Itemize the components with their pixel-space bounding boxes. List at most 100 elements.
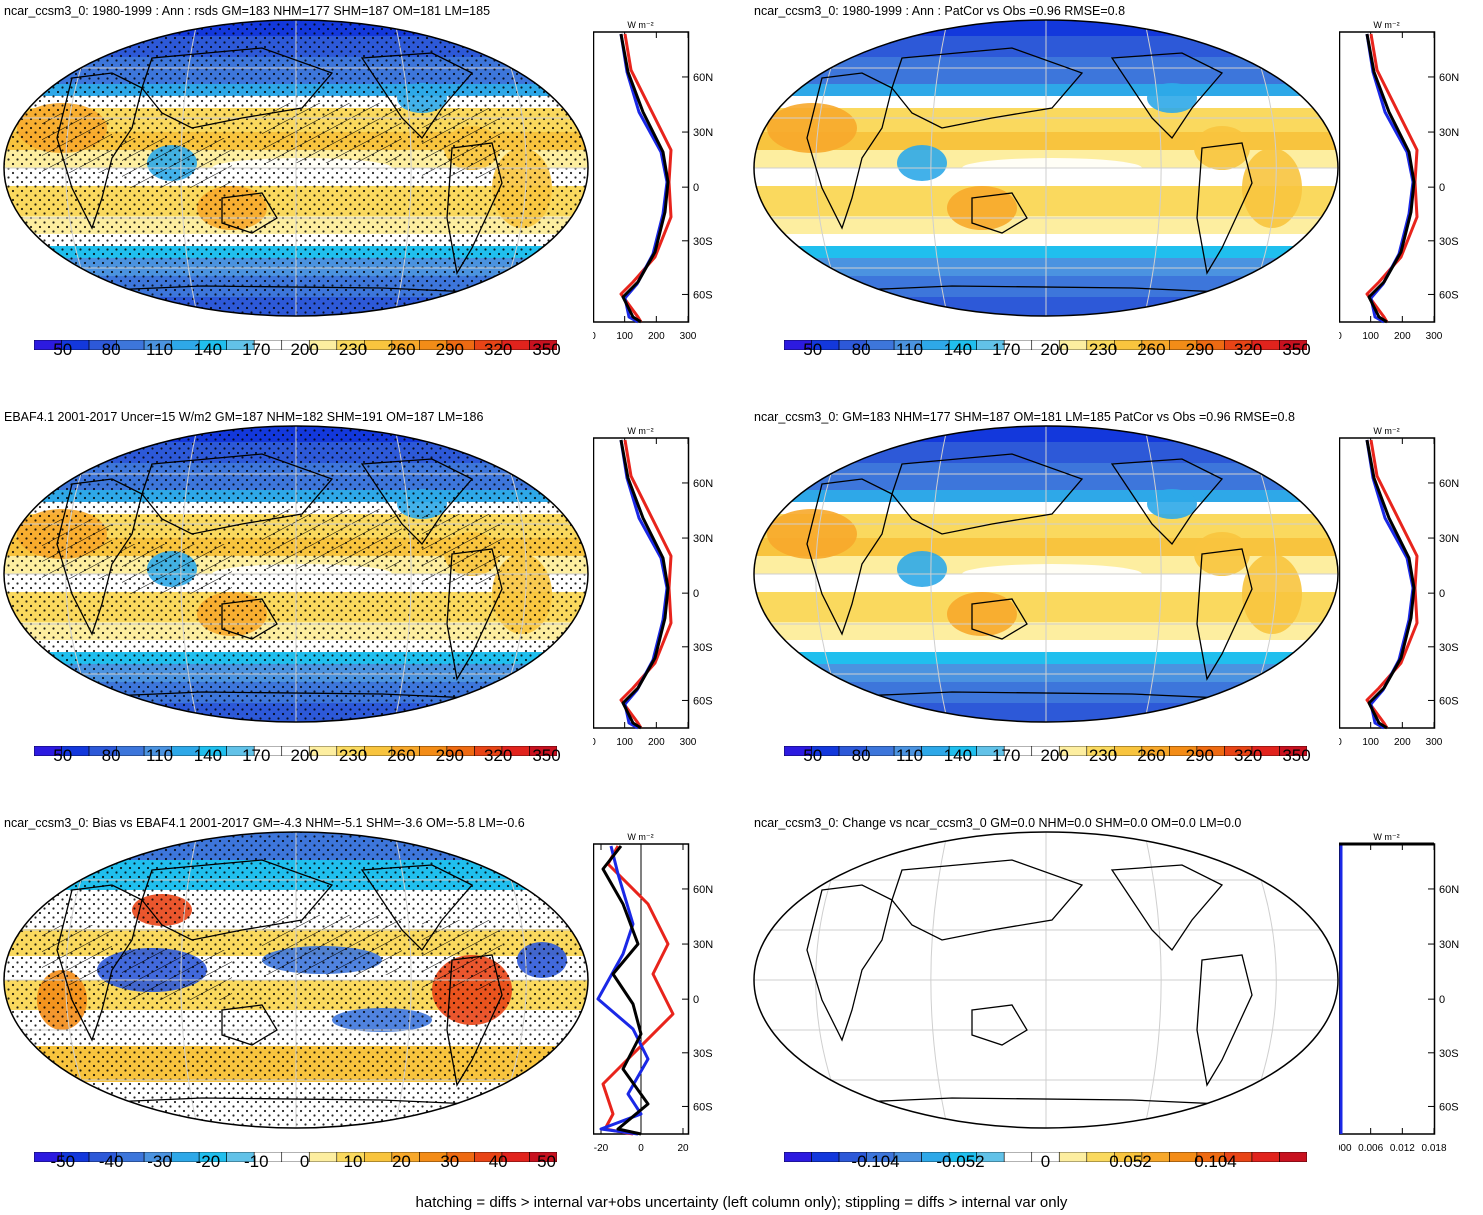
colorbar-tick-label: 350 bbox=[532, 340, 561, 359]
zonal-mean-plot-2: W m⁻² 60N 30N 0 30S 60S 0 100 200 300 bbox=[593, 426, 713, 748]
coastline bbox=[1196, 954, 1253, 1087]
zonal-x-tick-label: 300 bbox=[680, 331, 697, 342]
latitude-tick-label: 60N bbox=[1439, 478, 1459, 490]
colorbar-3 bbox=[784, 746, 1307, 756]
colorbar-tick-label: -50 bbox=[50, 1152, 76, 1171]
colorbar-tick-label: 260 bbox=[387, 340, 416, 359]
colorbar-tick-label: 200 bbox=[290, 746, 319, 765]
coastline bbox=[221, 1004, 278, 1046]
colorbar-tick-label: 260 bbox=[1137, 746, 1166, 765]
colorbar-tick-label: 200 bbox=[290, 340, 319, 359]
latitude-tick-label: 60N bbox=[1439, 884, 1459, 896]
zonal-x-tick-label: 0.012 bbox=[1390, 1143, 1415, 1154]
zonal-mean-plot-3: W m⁻² 60N 30N 0 30S 60S 0 100 200 300 bbox=[1339, 426, 1459, 748]
colorbar-tick-label: 140 bbox=[193, 340, 223, 359]
colorbar-tick-label: 200 bbox=[1040, 340, 1069, 359]
zonal-x-tick-label: 0 bbox=[593, 737, 596, 748]
zonal-x-tick-label: 0 bbox=[1339, 331, 1342, 342]
latitude-tick-label: 30N bbox=[693, 533, 713, 545]
coastline bbox=[891, 859, 1084, 941]
coastline bbox=[971, 598, 1028, 640]
colorbar-tick-label: 80 bbox=[851, 340, 871, 359]
coastline bbox=[56, 72, 143, 230]
colorbar-tick-label: -0.104 bbox=[851, 1152, 900, 1171]
coastline bbox=[971, 1004, 1028, 1046]
robinson-map-2 bbox=[3, 425, 589, 723]
colorbar-tick-label: 230 bbox=[1088, 746, 1118, 765]
coastline bbox=[141, 453, 334, 535]
latitude-tick-label: 30S bbox=[693, 642, 713, 654]
colorbar-tick-label: 170 bbox=[242, 746, 271, 765]
coastline bbox=[891, 453, 1084, 535]
colorbar-tick-label: 50 bbox=[53, 340, 73, 359]
coastline bbox=[1110, 864, 1224, 952]
colorbar-tick-label: 110 bbox=[145, 340, 174, 359]
latitude-tick-label: 30S bbox=[1439, 642, 1459, 654]
zonal-x-tick-label: 100 bbox=[616, 737, 633, 748]
zonal-x-tick-label: 0 bbox=[593, 331, 596, 342]
latitude-tick-label: 60S bbox=[693, 289, 713, 301]
panel-title-5: ncar_ccsm3_0: Change vs ncar_ccsm3_0 GM=… bbox=[754, 816, 1242, 830]
colorbar-tick-label: 320 bbox=[1233, 340, 1263, 359]
coastline bbox=[141, 47, 334, 129]
zonal-mean-line bbox=[1365, 439, 1416, 730]
colorbar-tick-label: 0.104 bbox=[1194, 1152, 1237, 1171]
colorbar-tick-label: 20 bbox=[391, 1152, 411, 1171]
colorbar-tick-label: -40 bbox=[98, 1152, 124, 1171]
panel-title-0: ncar_ccsm3_0: 1980-1999 : Ann : rsds GM=… bbox=[4, 4, 491, 18]
zonal-mean-plot-4: W m⁻² 60N 30N 0 30S 60S -20 0 20 bbox=[593, 832, 713, 1154]
coastline bbox=[446, 954, 503, 1087]
latitude-tick-label: 30S bbox=[693, 1048, 713, 1060]
colorbar-tick-label: 50 bbox=[53, 746, 73, 765]
colorbar-tick-label: 170 bbox=[992, 340, 1021, 359]
latitude-tick-label: 30N bbox=[1439, 533, 1459, 545]
latitude-tick-label: 30S bbox=[1439, 1048, 1459, 1060]
coastline bbox=[56, 478, 143, 636]
colorbar-tick-label: 140 bbox=[943, 340, 973, 359]
latitude-tick-label: 60N bbox=[693, 884, 713, 896]
colorbar-tick-label: 10 bbox=[343, 1152, 363, 1171]
zonal-mean-line bbox=[619, 439, 670, 730]
colorbar-tick-label: 50 bbox=[537, 1152, 556, 1171]
coastline bbox=[446, 142, 503, 275]
coastline bbox=[971, 192, 1028, 234]
colorbar-tick-label: 140 bbox=[193, 746, 223, 765]
colorbar-tick-label: 230 bbox=[338, 340, 368, 359]
colorbar-tick-label: 170 bbox=[242, 340, 271, 359]
latitude-tick-label: 60S bbox=[1439, 695, 1459, 707]
zonal-x-tick-label: -20 bbox=[594, 1143, 609, 1154]
coastline bbox=[1196, 142, 1253, 275]
zonal-unit-label: W m⁻² bbox=[1373, 832, 1399, 842]
panel-title-4: ncar_ccsm3_0: Bias vs EBAF4.1 2001-2017 … bbox=[4, 816, 525, 830]
colorbar-tick-label: -20 bbox=[195, 1152, 221, 1171]
colorbar-tick-label: 80 bbox=[851, 746, 871, 765]
latitude-tick-label: 0 bbox=[693, 994, 699, 1006]
robinson-map-0 bbox=[3, 19, 589, 317]
coastline bbox=[806, 478, 893, 636]
robinson-map-1 bbox=[753, 19, 1339, 317]
coastline bbox=[806, 72, 893, 230]
colorbar-tick-label: -0.052 bbox=[936, 1152, 985, 1171]
colorbar-tick-label: 110 bbox=[145, 746, 174, 765]
colorbar-1 bbox=[784, 340, 1307, 350]
colorbar-tick-label: 110 bbox=[895, 746, 924, 765]
colorbar-2 bbox=[34, 746, 557, 756]
panel-title-1: ncar_ccsm3_0: 1980-1999 : Ann : PatCor v… bbox=[754, 4, 1126, 18]
colorbar-tick-label: 350 bbox=[1282, 746, 1311, 765]
latitude-tick-label: 60N bbox=[693, 478, 713, 490]
latitude-tick-label: 60N bbox=[693, 72, 713, 84]
latitude-tick-label: 30N bbox=[1439, 127, 1459, 139]
coastline bbox=[1110, 458, 1224, 546]
robinson-map-3 bbox=[753, 425, 1339, 723]
footer-note: hatching = diffs > internal var+obs unce… bbox=[415, 1194, 1068, 1211]
latitude-tick-label: 0 bbox=[693, 182, 699, 194]
latitude-tick-label: 30S bbox=[693, 236, 713, 248]
latitude-tick-label: 60S bbox=[693, 1101, 713, 1113]
panel-title-2: EBAF4.1 2001-2017 Uncer=15 W/m2 GM=187 N… bbox=[4, 410, 484, 424]
zonal-x-tick-label: 100 bbox=[1362, 331, 1379, 342]
latitude-tick-label: 0 bbox=[1439, 588, 1445, 600]
zonal-unit-label: W m⁻² bbox=[627, 20, 653, 30]
zonal-x-tick-label: 200 bbox=[648, 737, 665, 748]
zonal-x-tick-label: 0.006 bbox=[1358, 1143, 1383, 1154]
coastline bbox=[360, 52, 474, 140]
